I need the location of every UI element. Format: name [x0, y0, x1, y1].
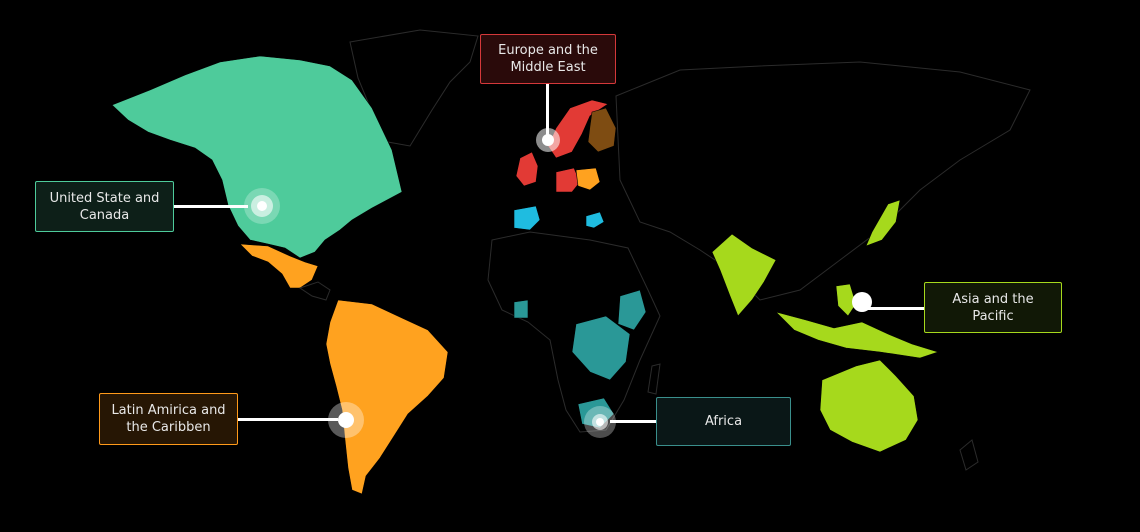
new-zealand	[959, 439, 979, 471]
madagascar	[647, 363, 661, 395]
region-india	[711, 233, 777, 317]
greenland	[349, 29, 479, 147]
connector-eu	[546, 84, 549, 138]
africa-landmass	[487, 231, 661, 433]
region-africa-central	[571, 315, 631, 381]
region-north-america	[111, 55, 403, 259]
marker-africa	[584, 406, 616, 438]
region-africa-east	[617, 289, 647, 331]
connector-latam	[238, 418, 338, 421]
connector-apac	[864, 307, 924, 310]
region-mexico	[239, 243, 319, 289]
scandinavia-brown	[587, 107, 617, 153]
uk-red	[515, 151, 539, 187]
region-philippines	[835, 283, 857, 317]
connector-na	[174, 205, 248, 208]
region-south-america	[325, 299, 449, 495]
marker-latam	[328, 402, 364, 438]
region-japan	[865, 199, 901, 247]
central-america	[298, 281, 331, 301]
region-australia	[819, 359, 919, 453]
germany-red	[555, 167, 581, 193]
label-latin-america: Latin Amirica and the Caribben	[99, 393, 238, 445]
region-africa-west	[513, 299, 529, 319]
region-southeast-asia	[774, 311, 939, 359]
marker-na	[244, 188, 280, 224]
asia-landmass	[615, 61, 1031, 301]
poland-orange	[575, 167, 601, 191]
turkey-cyan	[585, 211, 605, 229]
label-africa: Africa	[656, 397, 791, 446]
connector-africa	[610, 420, 656, 423]
marker-eu	[536, 128, 560, 152]
label-us-canada: United State and Canada	[35, 181, 174, 232]
spain-cyan	[513, 205, 541, 231]
label-europe-middle-east: Europe and the Middle East	[480, 34, 616, 84]
label-asia-pacific: Asia and the Pacific	[924, 282, 1062, 333]
